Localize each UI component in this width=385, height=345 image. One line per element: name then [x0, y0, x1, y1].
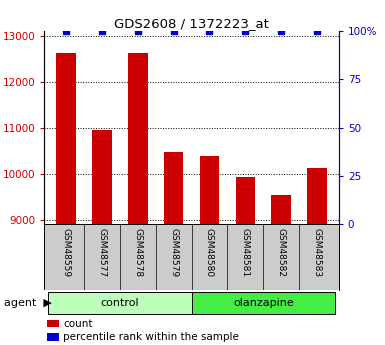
Point — [63, 28, 69, 34]
Text: GSM48577: GSM48577 — [97, 228, 106, 277]
Bar — [128, 53, 147, 224]
Point — [242, 28, 248, 34]
Text: GSM48580: GSM48580 — [205, 228, 214, 277]
Text: percentile rank within the sample: percentile rank within the sample — [64, 332, 239, 342]
Bar — [47, 320, 59, 327]
Bar — [48, 292, 192, 314]
Bar — [92, 130, 112, 224]
Point — [171, 28, 177, 34]
Point — [99, 28, 105, 34]
Bar — [192, 292, 335, 314]
Text: olanzapine: olanzapine — [233, 298, 294, 308]
Text: GSM48578: GSM48578 — [133, 228, 142, 277]
Point — [314, 28, 320, 34]
Text: GSM48579: GSM48579 — [169, 228, 178, 277]
Text: control: control — [100, 298, 139, 308]
Text: GSM48559: GSM48559 — [61, 228, 70, 277]
Point — [278, 28, 285, 34]
Bar — [47, 333, 59, 341]
Bar — [271, 195, 291, 224]
Bar — [164, 151, 184, 224]
Bar — [199, 156, 219, 224]
Title: GDS2608 / 1372223_at: GDS2608 / 1372223_at — [114, 17, 269, 30]
Text: GSM48583: GSM48583 — [313, 228, 322, 277]
Bar — [236, 177, 255, 224]
Point — [206, 28, 213, 34]
Bar — [56, 53, 76, 224]
Text: count: count — [64, 319, 93, 329]
Text: agent  ▶: agent ▶ — [4, 298, 52, 308]
Text: GSM48581: GSM48581 — [241, 228, 250, 277]
Point — [135, 28, 141, 34]
Text: GSM48582: GSM48582 — [277, 228, 286, 277]
Bar — [307, 168, 327, 224]
